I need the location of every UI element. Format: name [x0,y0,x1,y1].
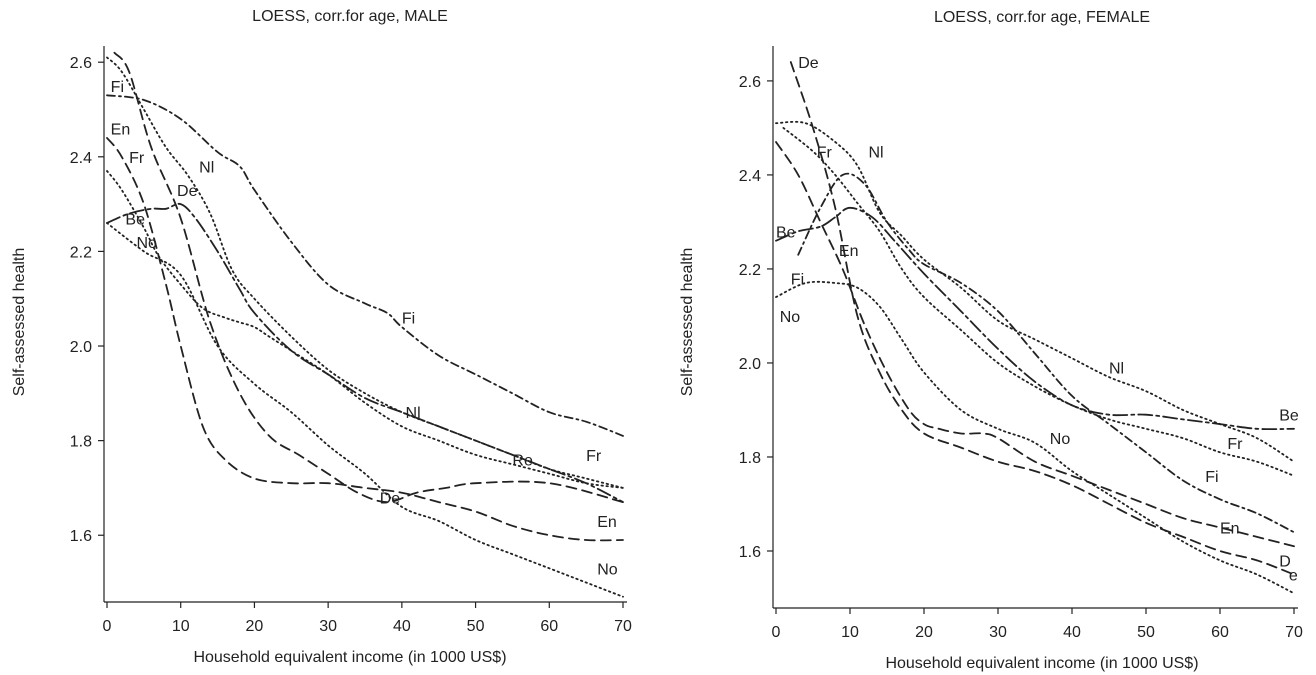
series-label: No [780,309,801,326]
series-label: En [597,514,617,531]
series-line-be [106,170,624,489]
x-tick-label: 60 [540,618,558,635]
y-tick-label: 2.4 [739,168,761,185]
x-tick-label: 20 [915,624,933,641]
y-tick-label: 2.2 [70,244,92,261]
x-axis-label: Household equivalent income (in 1000 US$… [885,655,1198,672]
series-label: Fi [791,271,804,288]
series-label: Nl [406,405,421,422]
series-label: Fi [111,79,124,96]
series-label: Fr [586,448,602,465]
series-label: Nl [1109,361,1124,378]
chart-panel-2: LOESS, corr.for age, FEMALE 1.6 1.8 2.0 2.2 2… [679,9,1303,672]
series-line-no [775,280,1295,595]
x-tick-label: 20 [246,618,264,635]
series-label: e [1289,567,1298,584]
y-axis-label: Self-assessed health [679,248,696,397]
series-label: No [1050,431,1071,448]
x-tick-label: 30 [319,618,337,635]
x-tick-label: 40 [1063,624,1081,641]
series-line-en [106,137,624,542]
x-tick-label: 0 [772,624,781,641]
series-line-fi [106,94,624,437]
series-label: Fi [402,311,415,328]
x-tick-label: 60 [1211,624,1229,641]
y-axis-label: Self-assessed health [11,248,28,397]
series-label: Re [512,453,533,470]
series-line-de [789,61,1295,576]
series-line-nl [106,202,624,503]
x-tick-label: 0 [103,618,112,635]
x-tick-label: 50 [1137,624,1155,641]
x-tick-label: 70 [614,618,632,635]
y-tick-label: 1.8 [739,450,761,467]
y-tick-label: 2.2 [739,262,761,279]
series-label: Be [1279,408,1299,425]
series-label: En [1220,520,1240,537]
series-label: Fr [1227,436,1243,453]
x-tick-label: 10 [172,618,190,635]
y-tick-label: 2.6 [739,74,761,91]
x-axis-label: Household equivalent income (in 1000 US$… [193,649,506,666]
x-tick-label: 30 [989,624,1007,641]
series-label: Fr [817,144,833,161]
series-line-en [775,141,1295,548]
y-tick-label: 2.0 [70,339,92,356]
x-tick-label: 40 [393,618,411,635]
x-tick-label: 10 [841,624,859,641]
series-label: Be [125,211,145,228]
y-tick-label: 2.4 [70,150,92,167]
series-label: Be [776,224,796,241]
y-tick-label: 1.8 [70,434,92,451]
series-label: En [839,243,859,260]
chart-title: LOESS, corr.for age, MALE [252,8,448,25]
y-tick-label: 1.6 [739,544,761,561]
chart-title: LOESS, corr.for age, FEMALE [934,9,1150,26]
series-label: De [798,55,819,72]
x-tick-label: 50 [467,618,485,635]
series-label: Nl [869,144,884,161]
series-label: Nl [199,159,214,176]
series-line-nl [775,120,1295,463]
series-line-de [113,51,624,504]
series-label: No [136,235,157,252]
y-tick-label: 2.6 [70,55,92,72]
series-label: De [177,183,198,200]
series-line-fi [797,172,1295,534]
series-label: Fi [1205,469,1218,486]
series-label: Fr [129,150,145,167]
series-line-fr [782,127,1295,477]
series-label: De [380,490,401,507]
series-line-no [106,222,624,598]
y-tick-label: 1.6 [70,528,92,545]
series-label: D [1279,553,1291,570]
chart-panel-1: LOESS, corr.for age, MALE 1.6 1.8 2.0 2.2 2.4… [11,8,632,666]
series-line-be [775,206,1295,431]
y-tick-label: 2.0 [739,356,761,373]
series-label: No [597,561,618,578]
series-label: En [111,121,131,138]
x-tick-label: 70 [1285,624,1303,641]
